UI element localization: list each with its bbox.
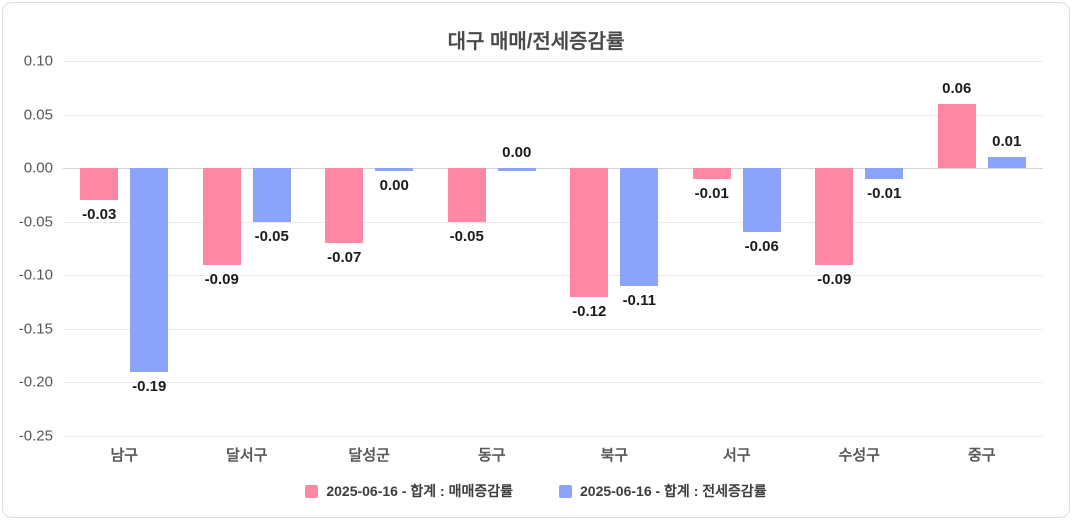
x-category-label: 서구 <box>722 447 751 464</box>
x-category-label: 달서구 <box>226 447 268 464</box>
chart-title: 대구 매매/전세증감률 <box>447 31 625 53</box>
bar-slot: -0.12 <box>570 61 609 436</box>
value-label: -0.05 <box>449 227 484 245</box>
jeonse-bar[interactable] <box>375 168 414 172</box>
maemae-bar[interactable] <box>325 168 364 244</box>
bar-slot: -0.19 <box>130 61 169 436</box>
x-labels: 남구 달서구 달성군 동구 북구 서구 수성구 중구 <box>63 444 1043 465</box>
jeonse-bar[interactable] <box>497 168 536 172</box>
value-label: -0.07 <box>327 249 362 267</box>
y-tick-label: -0.15 <box>18 320 53 338</box>
bar-slot: 0.00 <box>497 61 536 436</box>
value-label: -0.19 <box>132 377 167 395</box>
bar-slot: -0.01 <box>865 61 904 436</box>
bar-slot: 0.00 <box>375 61 414 436</box>
value-label: -0.12 <box>572 302 607 320</box>
value-label: 0.06 <box>942 79 972 97</box>
bar-slot: 0.01 <box>987 61 1026 436</box>
value-label: -0.03 <box>82 206 117 224</box>
value-label: -0.05 <box>254 227 289 245</box>
bar-group: -0.09 -0.05 <box>186 61 309 436</box>
bar-slot: -0.05 <box>252 61 291 436</box>
maemae-bar[interactable] <box>80 168 119 201</box>
maemae-bar[interactable] <box>202 168 241 265</box>
bar-slot: -0.11 <box>620 61 659 436</box>
x-category-label: 수성구 <box>838 447 880 464</box>
legend-item-maemae[interactable]: 2025-06-16 - 합계 : 매매증감률 <box>305 481 513 501</box>
value-label: 0.00 <box>379 177 409 195</box>
maemae-bar[interactable] <box>692 168 731 179</box>
value-label: -0.09 <box>817 270 852 288</box>
bar-group: -0.05 0.00 <box>431 61 554 436</box>
bar-group: 0.06 0.01 <box>921 61 1044 436</box>
maemae-bar[interactable] <box>815 168 854 265</box>
y-tick-label: 0.05 <box>23 106 53 124</box>
legend-swatch-icon <box>559 484 572 498</box>
value-label: 0.01 <box>992 133 1022 151</box>
bar-groups: -0.03 -0.19 -0.09 -0.05 -0.07 0.00 -0.05 0.00 -0… <box>63 61 1043 436</box>
jeonse-bar[interactable] <box>742 168 781 233</box>
value-label: -0.11 <box>622 292 656 309</box>
value-label: -0.06 <box>744 238 779 256</box>
bar-slot: -0.05 <box>447 61 486 436</box>
jeonse-bar[interactable] <box>252 168 291 222</box>
bar-slot: -0.07 <box>325 61 364 436</box>
legend-swatch-icon <box>305 484 319 498</box>
y-tick-label: -0.25 <box>18 427 53 445</box>
y-tick-label: -0.20 <box>18 373 53 391</box>
gridline <box>63 61 1043 62</box>
bar-group: -0.01 -0.06 <box>676 61 799 436</box>
jeonse-bar[interactable] <box>987 157 1026 169</box>
bar-slot: 0.06 <box>937 61 976 436</box>
bar-group: -0.03 -0.19 <box>63 61 186 436</box>
bar-slot: -0.03 <box>80 61 119 436</box>
legend-item-jeonse[interactable]: 2025-06-16 - 합계 : 전세증감률 <box>559 481 767 501</box>
gridline <box>63 328 1043 330</box>
x-category-label: 북구 <box>600 447 629 464</box>
x-category-label: 동구 <box>477 447 506 464</box>
y-tick-label: -0.05 <box>18 213 53 231</box>
bar-slot: -0.01 <box>692 61 731 436</box>
bar-slot: -0.09 <box>815 61 854 436</box>
value-label: -0.09 <box>204 270 239 288</box>
maemae-bar[interactable] <box>937 103 976 169</box>
jeonse-bar[interactable] <box>130 168 169 372</box>
legend-label: 2025-06-16 - 합계 : 매매증감률 <box>326 483 513 499</box>
x-category-label: 남구 <box>110 447 139 464</box>
gridline <box>63 221 1043 223</box>
value-label: 0.00 <box>502 144 532 162</box>
gridline <box>63 275 1043 277</box>
y-tick-label: 0.00 <box>23 159 53 177</box>
bar-slot: -0.06 <box>742 61 781 436</box>
jeonse-bar[interactable] <box>620 168 659 286</box>
y-tick-label: 0.10 <box>23 52 53 70</box>
bar-group: -0.09 -0.01 <box>798 61 921 436</box>
maemae-bar[interactable] <box>570 168 609 297</box>
bar-group: -0.12 -0.11 <box>553 61 676 436</box>
jeonse-bar[interactable] <box>865 168 904 179</box>
y-axis: 0.10 0.05 0.00 -0.05 -0.10 -0.15 -0.20 -0.25 <box>7 53 53 445</box>
value-label: -0.01 <box>867 184 902 202</box>
gridline <box>63 382 1043 384</box>
x-category-label: 달성군 <box>348 447 390 464</box>
value-label: -0.01 <box>694 184 729 202</box>
bar-group: -0.07 0.00 <box>308 61 431 436</box>
bar-slot: -0.09 <box>202 61 241 436</box>
y-tick-label: -0.10 <box>18 266 53 284</box>
zero-gridline <box>63 168 1043 170</box>
gridline <box>63 436 1043 437</box>
plot-area: -0.03 -0.19 -0.09 -0.05 -0.07 0.00 -0.05 0.00 -0… <box>63 61 1043 437</box>
legend-label: 2025-06-16 - 합계 : 전세증감률 <box>580 483 767 499</box>
legend: 2025-06-16 - 합계 : 매매증감률 2025-06-16 - 합계 :… <box>3 481 1069 501</box>
x-category-label: 중구 <box>967 447 996 464</box>
gridline <box>63 114 1043 116</box>
maemae-bar[interactable] <box>447 168 486 222</box>
